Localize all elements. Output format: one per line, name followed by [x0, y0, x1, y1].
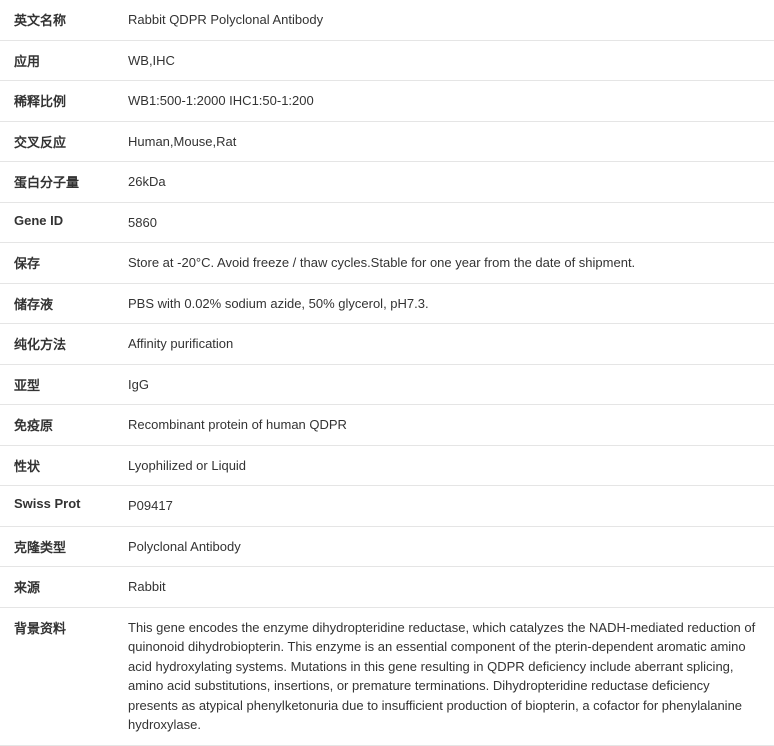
table-row: Gene ID5860: [0, 202, 774, 243]
row-label: 交叉反应: [0, 121, 120, 162]
table-row: 交叉反应Human,Mouse,Rat: [0, 121, 774, 162]
table-row: 背景资料This gene encodes the enzyme dihydro…: [0, 607, 774, 745]
table-row: 克隆类型Polyclonal Antibody: [0, 526, 774, 567]
row-label: 克隆类型: [0, 526, 120, 567]
row-value: Store at -20°C. Avoid freeze / thaw cycl…: [120, 243, 774, 284]
row-label: 蛋白分子量: [0, 162, 120, 203]
row-value: IgG: [120, 364, 774, 405]
row-label: 免疫原: [0, 405, 120, 446]
table-row: 英文名称Rabbit QDPR Polyclonal Antibody: [0, 0, 774, 40]
row-label: 保存: [0, 243, 120, 284]
row-value: 5860: [120, 202, 774, 243]
row-label: 英文名称: [0, 0, 120, 40]
table-row: 免疫原Recombinant protein of human QDPR: [0, 405, 774, 446]
row-label: 背景资料: [0, 607, 120, 745]
row-value: Rabbit: [120, 567, 774, 608]
table-row: 稀释比例WB1:500-1:2000 IHC1:50-1:200: [0, 81, 774, 122]
table-row: 纯化方法Affinity purification: [0, 324, 774, 365]
row-label: 应用: [0, 40, 120, 81]
row-label: 稀释比例: [0, 81, 120, 122]
row-value: 26kDa: [120, 162, 774, 203]
row-label: Gene ID: [0, 202, 120, 243]
row-value: Polyclonal Antibody: [120, 526, 774, 567]
table-row: Swiss ProtP09417: [0, 486, 774, 527]
table-row: 蛋白分子量26kDa: [0, 162, 774, 203]
table-row: 储存液PBS with 0.02% sodium azide, 50% glyc…: [0, 283, 774, 324]
row-value: Human,Mouse,Rat: [120, 121, 774, 162]
row-label: 来源: [0, 567, 120, 608]
spec-table-body: 英文名称Rabbit QDPR Polyclonal Antibody应用WB,…: [0, 0, 774, 745]
row-value: Affinity purification: [120, 324, 774, 365]
row-label: 亚型: [0, 364, 120, 405]
row-label: 储存液: [0, 283, 120, 324]
row-value: Lyophilized or Liquid: [120, 445, 774, 486]
row-label: 性状: [0, 445, 120, 486]
row-label: 纯化方法: [0, 324, 120, 365]
table-row: 性状Lyophilized or Liquid: [0, 445, 774, 486]
row-value: WB,IHC: [120, 40, 774, 81]
table-row: 来源Rabbit: [0, 567, 774, 608]
row-value: This gene encodes the enzyme dihydropter…: [120, 607, 774, 745]
row-label: Swiss Prot: [0, 486, 120, 527]
row-value: Rabbit QDPR Polyclonal Antibody: [120, 0, 774, 40]
row-value: PBS with 0.02% sodium azide, 50% glycero…: [120, 283, 774, 324]
table-row: 保存Store at -20°C. Avoid freeze / thaw cy…: [0, 243, 774, 284]
table-row: 亚型IgG: [0, 364, 774, 405]
table-row: 应用WB,IHC: [0, 40, 774, 81]
row-value: Recombinant protein of human QDPR: [120, 405, 774, 446]
row-value: WB1:500-1:2000 IHC1:50-1:200: [120, 81, 774, 122]
row-value: P09417: [120, 486, 774, 527]
spec-table: 英文名称Rabbit QDPR Polyclonal Antibody应用WB,…: [0, 0, 774, 746]
